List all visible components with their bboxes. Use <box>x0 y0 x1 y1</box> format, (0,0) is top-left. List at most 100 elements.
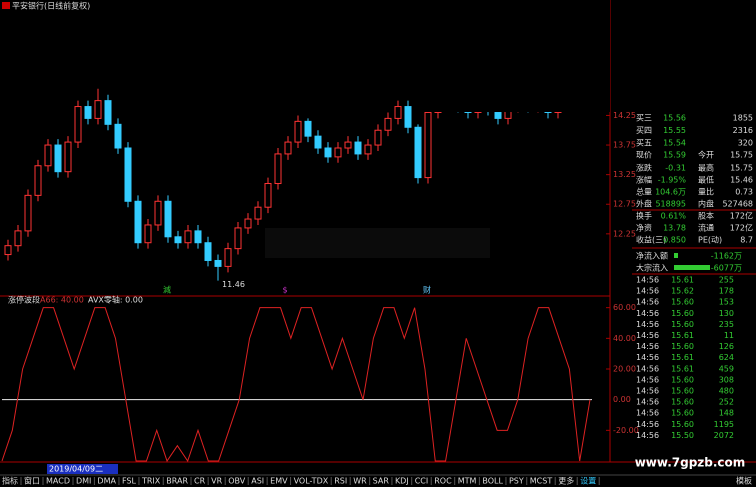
field-label: 净资 <box>636 223 652 233</box>
field-label: 308 <box>719 375 734 384</box>
field-label: 14:56 <box>636 320 659 329</box>
candle-body <box>74 106 82 143</box>
indicator-tab[interactable]: MCST <box>530 477 553 486</box>
date-highlight <box>47 464 118 474</box>
field-label: 涨幅 <box>636 175 652 185</box>
candle-body <box>344 141 352 149</box>
field-label: 流通 <box>698 223 714 233</box>
y-tick-label: 60.00 <box>613 303 636 312</box>
indicator-tab[interactable]: EMV <box>270 477 288 486</box>
indicator-tab[interactable]: VOL-TDX <box>294 477 329 486</box>
field-value: 15.55 <box>663 126 686 135</box>
indicator-tab[interactable]: RSI <box>334 477 347 486</box>
field-label: 买五 <box>636 139 652 148</box>
candle-body <box>14 230 22 247</box>
field-label: 459 <box>719 364 734 373</box>
field-label: 14:56 <box>636 375 659 384</box>
field-label: 量比 <box>698 187 714 197</box>
candle-body <box>194 230 202 244</box>
indicator-tab[interactable]: 设置 <box>580 476 596 486</box>
field-label: 255 <box>719 276 734 285</box>
field-label: 收益(三) <box>636 235 666 245</box>
indicator-tab[interactable]: OBV <box>228 477 246 486</box>
candle-body <box>4 245 12 256</box>
candle-body <box>204 242 212 261</box>
indicator-tab[interactable]: DMI <box>76 477 91 486</box>
candle-body <box>404 106 412 128</box>
field-value: 15.60 <box>671 309 694 318</box>
flow-bar <box>674 253 678 258</box>
field-label: 14:56 <box>636 331 659 340</box>
indicator-tab[interactable]: SAR <box>373 477 390 486</box>
field-label: 14:56 <box>636 398 659 407</box>
indicator-tab[interactable]: 更多 <box>558 476 574 486</box>
field-label: 外盘 <box>636 199 652 209</box>
field-label: 148 <box>719 409 734 418</box>
field-label: 14:56 <box>636 353 659 362</box>
indicator-param: A66: 40.00 <box>40 296 84 305</box>
indicator-tab[interactable]: VR <box>211 477 222 486</box>
candle-body <box>274 153 282 185</box>
candle-body <box>134 200 142 244</box>
field-label: 14:56 <box>636 420 659 429</box>
event-marker[interactable]: $ <box>282 286 287 295</box>
overlay-window <box>427 0 610 112</box>
indicator-tab[interactable]: BRAR <box>166 477 188 486</box>
indicator-tab[interactable]: ROC <box>434 477 452 486</box>
field-value: 172亿 <box>730 211 753 221</box>
field-value: 15.60 <box>671 409 694 418</box>
indicator-tab[interactable]: TRIX <box>141 477 161 486</box>
indicator-tab[interactable]: BOLL <box>482 477 503 486</box>
candle-body <box>24 194 32 232</box>
field-label: 买四 <box>636 126 652 135</box>
candle-body <box>284 141 292 155</box>
indicator-tab[interactable]: KDJ <box>395 477 409 486</box>
indicator-tab[interactable]: FSL <box>122 477 137 486</box>
event-marker[interactable]: 财 <box>423 285 431 295</box>
field-label: 252 <box>719 398 734 407</box>
field-value: 0.61% <box>661 212 687 221</box>
field-value: 15.61 <box>671 331 694 340</box>
field-label: 14:56 <box>636 276 659 285</box>
indicator-tab[interactable]: WR <box>353 477 367 486</box>
field-label: 14:56 <box>636 364 659 373</box>
field-value: 0.850 <box>663 236 686 245</box>
indicator-tab[interactable]: MACD <box>46 477 70 486</box>
flow-label: 大宗流入 <box>636 263 668 273</box>
field-label: 1855 <box>733 114 753 123</box>
event-marker[interactable]: 減 <box>163 285 171 295</box>
indicator-tab[interactable]: ASI <box>251 477 264 486</box>
candle-body <box>224 248 232 267</box>
indicator-tab[interactable]: DMA <box>97 477 116 486</box>
field-value: 8.7 <box>740 236 753 245</box>
field-value: 15.60 <box>671 320 694 329</box>
candle-body <box>164 200 172 238</box>
template-button[interactable]: 模板 <box>736 476 752 486</box>
flow-label: 净流入额 <box>636 251 668 261</box>
indicator-tab[interactable]: CCI <box>415 477 429 486</box>
field-value: 13.78 <box>663 224 686 233</box>
field-label: 130 <box>719 309 734 318</box>
y-tick-label: 12.75 <box>613 200 636 209</box>
field-value: -0.31 <box>665 164 686 173</box>
indicator-name: 涨停波段 <box>8 295 40 305</box>
field-label: 涨跌 <box>636 163 652 173</box>
indicator-tab[interactable]: PSY <box>509 477 524 486</box>
field-label: 14:56 <box>636 309 659 318</box>
field-value: 15.61 <box>671 364 694 373</box>
field-value: 172亿 <box>730 223 753 233</box>
field-label: 股本 <box>698 211 714 221</box>
field-label: 2316 <box>733 126 753 135</box>
field-label: 2072 <box>714 431 734 440</box>
low-label: 11.46 <box>222 280 245 289</box>
indicator-tab[interactable]: MTM <box>458 477 477 486</box>
field-value: 15.60 <box>671 398 694 407</box>
field-value: 15.61 <box>671 353 694 362</box>
indicator-tab[interactable]: 指标 <box>2 476 18 486</box>
indicator-tab[interactable]: CR <box>194 477 206 486</box>
candle-body <box>394 106 402 119</box>
indicator-tab[interactable]: 窗口 <box>24 476 40 486</box>
field-value: 518895 <box>655 200 686 209</box>
y-tick-label: 13.25 <box>613 170 636 179</box>
flow-bar <box>674 265 710 270</box>
